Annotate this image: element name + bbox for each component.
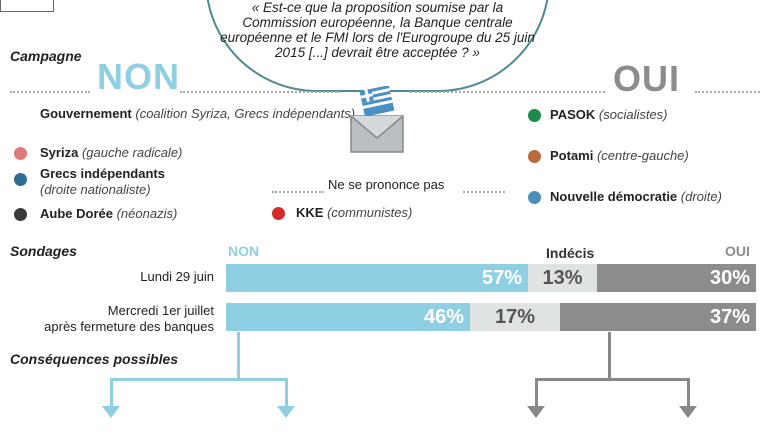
bar-segment-undecided: 17% xyxy=(470,303,560,331)
non-branch-line xyxy=(110,378,288,381)
bar-value-label: 17% xyxy=(494,305,536,328)
party-name: Potami xyxy=(550,148,594,163)
party-kke: KKE (communistes) xyxy=(296,205,412,221)
neutral-separator-b xyxy=(463,191,505,193)
party-desc: (droite) xyxy=(680,189,722,204)
arrow-down-icon xyxy=(102,406,120,418)
poll-date: Lundi 29 juin xyxy=(140,269,214,284)
poll-row-label: Lundi 29 juin xyxy=(10,269,214,285)
nouvelle-democratie-dot-icon xyxy=(528,191,541,204)
grecs-independants-dot-icon xyxy=(14,173,27,186)
envelope-ballot-icon xyxy=(350,86,404,153)
party-desc: (gauche radicale) xyxy=(81,145,183,160)
party-pasok: PASOK (socialistes) xyxy=(550,107,668,123)
party-gouvernement: Gouvernement (coalition Syriza, Grecs in… xyxy=(40,106,355,122)
party-desc: (communistes) xyxy=(327,205,413,220)
referendum-question: « Est-ce que la proposition soumise par … xyxy=(220,0,535,60)
bar-segment-non: 46% xyxy=(226,303,470,331)
oui-branch-line xyxy=(535,378,690,381)
party-desc: (droite nationaliste) xyxy=(40,182,151,197)
party-desc: (socialistes) xyxy=(598,107,668,122)
poll-date-note: après fermeture des banques xyxy=(44,319,214,334)
party-aube-doree: Aube Dorée (néonazis) xyxy=(40,206,177,222)
ballot-box-icon xyxy=(0,0,54,12)
party-name: Grecs indépendants xyxy=(40,166,165,181)
non-stem-line xyxy=(237,332,240,380)
arrow-down-icon xyxy=(679,406,697,418)
bar-value-label: 13% xyxy=(542,266,583,289)
kke-dot-icon xyxy=(272,207,285,220)
oui-left-arrow-shaft xyxy=(535,378,538,408)
bar-segment-undecided: 13% xyxy=(528,264,597,292)
syriza-dot-icon xyxy=(14,147,27,160)
bar-segment-oui: 37% xyxy=(560,303,756,331)
party-name: Gouvernement xyxy=(40,106,132,121)
party-name: KKE xyxy=(296,205,324,220)
col-oui-header: OUI xyxy=(725,243,750,259)
aube-doree-dot-icon xyxy=(14,208,27,221)
sondages-title: Sondages xyxy=(10,243,77,259)
party-name: Syriza xyxy=(40,145,79,160)
separator-left-b xyxy=(180,91,340,93)
oui-stem-line xyxy=(608,332,611,380)
col-non-header: NON xyxy=(228,243,260,259)
arrow-down-icon xyxy=(527,406,545,418)
campagne-title: Campagne xyxy=(10,48,82,64)
separator-left-a xyxy=(10,91,90,93)
party-nouvelle-democratie: Nouvelle démocratie (droite) xyxy=(550,189,722,205)
poll-date: Mercredi 1er juillet xyxy=(107,303,214,318)
party-desc: (coalition Syriza, Grecs indépendants) xyxy=(135,106,356,121)
non-campaign-label: NON xyxy=(97,56,180,97)
bar-value-label: 30% xyxy=(709,266,750,289)
party-potami: Potami (centre-gauche) xyxy=(550,148,689,164)
bar-segment-non: 57% xyxy=(226,264,528,292)
party-name: Nouvelle démocratie xyxy=(550,189,678,204)
bar-value-label: 57% xyxy=(481,266,522,289)
neutral-label: Ne se prononce pas xyxy=(328,177,445,192)
non-left-arrow-shaft xyxy=(110,378,113,408)
bar-value-label: 46% xyxy=(423,305,464,328)
oui-right-arrow-shaft xyxy=(687,378,690,408)
separator-right-a xyxy=(410,91,605,93)
oui-campaign-label: OUI xyxy=(613,58,681,99)
neutral-separator-a xyxy=(272,191,324,193)
poll-row-label: Mercredi 1er juillet après fermeture des… xyxy=(10,303,214,335)
consequences-title: Conséquences possibles xyxy=(10,351,179,367)
party-desc: (néonazis) xyxy=(116,206,178,221)
non-right-arrow-shaft xyxy=(285,378,288,408)
party-desc: (centre-gauche) xyxy=(596,148,689,163)
pasok-dot-icon xyxy=(528,109,541,122)
party-syriza: Syriza (gauche radicale) xyxy=(40,145,182,161)
party-name: PASOK xyxy=(550,107,596,122)
bar-value-label: 37% xyxy=(709,305,750,328)
party-name: Aube Dorée xyxy=(40,206,113,221)
party-grecs-independants: Grecs indépendants (droite nationaliste) xyxy=(40,166,220,198)
bar-segment-oui: 30% xyxy=(597,264,756,292)
arrow-down-icon xyxy=(277,406,295,418)
separator-right-b xyxy=(695,91,760,93)
col-undecided-header: Indécis xyxy=(546,245,595,261)
potami-dot-icon xyxy=(528,150,541,163)
